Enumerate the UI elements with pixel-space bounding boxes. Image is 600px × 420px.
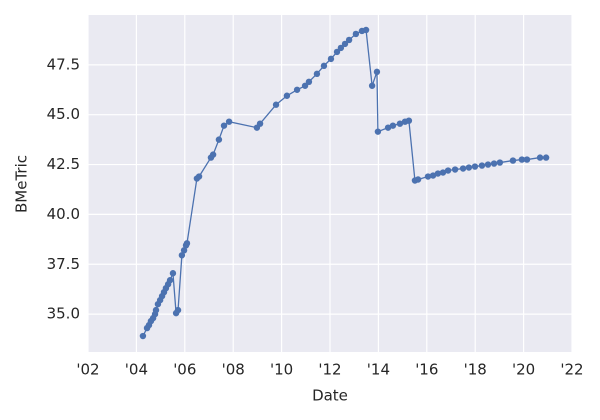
point	[195, 173, 203, 180]
point	[209, 151, 217, 158]
y-axis-label: BMeTric	[13, 155, 31, 213]
x-tick-label: '20	[512, 361, 535, 379]
point	[434, 170, 442, 177]
y-tick-label: 35.0	[47, 305, 80, 323]
point	[169, 270, 177, 277]
x-tick-label: '16	[415, 361, 438, 379]
point	[496, 159, 504, 166]
point	[272, 101, 280, 108]
point	[215, 136, 223, 143]
point	[166, 277, 174, 284]
point	[389, 122, 397, 129]
y-tick-label: 47.5	[47, 55, 80, 73]
point	[301, 82, 309, 89]
point	[374, 128, 382, 135]
x-tick-label: '06	[173, 361, 196, 379]
point	[429, 172, 437, 179]
point	[352, 30, 360, 38]
point	[152, 306, 160, 314]
point	[313, 70, 321, 78]
point	[542, 154, 550, 161]
point	[518, 156, 526, 163]
y-tick-label: 42.5	[47, 155, 80, 173]
point	[283, 92, 291, 99]
x-tick-label: '04	[125, 361, 148, 379]
point	[490, 160, 498, 167]
x-axis-label: Date	[312, 387, 348, 405]
point	[337, 44, 345, 52]
point	[320, 62, 328, 70]
x-tick-label: '18	[464, 361, 487, 379]
point	[471, 163, 479, 170]
point	[536, 154, 544, 161]
point	[174, 306, 182, 314]
x-tick-label: '02	[76, 361, 99, 379]
point	[414, 176, 422, 183]
x-tick-label: '22	[560, 361, 583, 379]
point	[523, 156, 531, 163]
point	[384, 124, 392, 131]
point	[373, 68, 381, 76]
y-tick-label: 45.0	[47, 105, 80, 123]
point	[478, 162, 486, 169]
point	[327, 55, 335, 63]
point	[139, 332, 147, 340]
point	[444, 167, 452, 174]
point	[180, 247, 188, 254]
point	[465, 164, 473, 171]
point	[178, 252, 186, 259]
point	[459, 165, 467, 172]
point	[341, 40, 349, 48]
point	[362, 26, 370, 34]
point	[256, 120, 264, 127]
x-tick-label: '12	[318, 361, 341, 379]
x-tick-label: '14	[367, 361, 390, 379]
x-tick-label: '10	[270, 361, 293, 379]
y-tick-label: 40.0	[47, 205, 80, 223]
point	[220, 122, 228, 129]
point	[509, 157, 517, 164]
point	[396, 120, 404, 127]
point	[345, 36, 353, 44]
point	[405, 117, 413, 124]
point	[451, 166, 459, 173]
point	[305, 78, 313, 86]
point	[368, 82, 376, 89]
point	[484, 161, 492, 168]
point	[183, 240, 191, 247]
point	[333, 48, 341, 56]
point	[293, 86, 301, 93]
point	[424, 173, 432, 180]
x-tick-label: '08	[222, 361, 245, 379]
point	[439, 169, 447, 176]
point	[225, 118, 233, 125]
y-tick-label: 37.5	[47, 255, 80, 273]
